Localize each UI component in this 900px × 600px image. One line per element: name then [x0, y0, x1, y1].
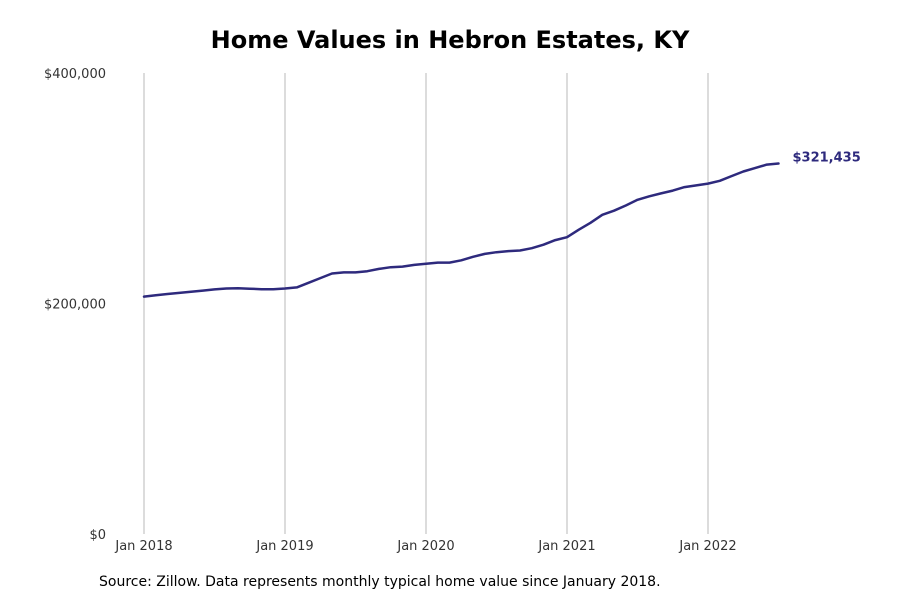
x-tick-label: Jan 2022: [678, 539, 736, 554]
home-value-line: [142, 162, 780, 298]
x-tick-label: Jan 2020: [396, 539, 454, 554]
y-tick-label: $400,000: [44, 67, 106, 82]
chart-title: Home Values in Hebron Estates, KY: [210, 26, 690, 54]
x-tick-label: Jan 2019: [255, 539, 313, 554]
source-note: Source: Zillow. Data represents monthly …: [99, 574, 661, 590]
series-layer: $321,435: [142, 151, 861, 298]
y-tick-label: $200,000: [44, 298, 106, 313]
x-tick-label: Jan 2021: [537, 539, 595, 554]
y-tick-label: $0: [89, 528, 106, 543]
x-tick-label: Jan 2018: [114, 539, 172, 554]
gridlines: [143, 73, 709, 534]
axis-labels: Jan 2018 Jan 2019 Jan 2020 Jan 2021 Jan 2022…: [44, 67, 737, 554]
end-value-label: $321,435: [793, 151, 861, 166]
